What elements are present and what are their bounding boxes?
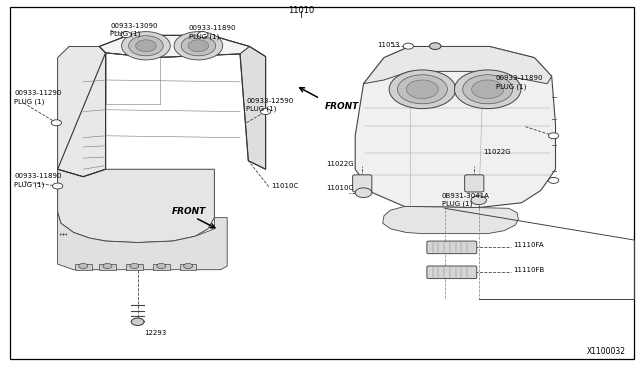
Polygon shape [99, 264, 116, 270]
Text: 11110FB: 11110FB [513, 267, 545, 273]
FancyBboxPatch shape [353, 175, 372, 192]
Circle shape [406, 80, 438, 99]
Polygon shape [58, 46, 106, 177]
Text: X1100032: X1100032 [587, 347, 626, 356]
Circle shape [103, 263, 112, 269]
Circle shape [129, 36, 163, 56]
Circle shape [355, 188, 372, 198]
Polygon shape [364, 46, 552, 84]
Circle shape [548, 177, 559, 183]
Text: 11022G: 11022G [326, 161, 354, 167]
Polygon shape [99, 35, 250, 58]
Circle shape [157, 263, 166, 269]
Circle shape [188, 40, 209, 52]
Circle shape [471, 196, 486, 205]
Text: 00933-12590
PLUG (1): 00933-12590 PLUG (1) [246, 98, 294, 112]
Text: 11053: 11053 [378, 42, 400, 48]
Circle shape [121, 32, 131, 38]
Text: 11010: 11010 [287, 6, 314, 15]
Circle shape [198, 32, 208, 38]
Text: 11010C: 11010C [326, 185, 354, 191]
Text: 00933-13090
PLUG (1): 00933-13090 PLUG (1) [110, 23, 157, 37]
Text: FRONT: FRONT [325, 102, 360, 111]
Circle shape [184, 263, 193, 269]
Text: 11022G: 11022G [483, 149, 511, 155]
Text: FRONT: FRONT [172, 207, 206, 216]
Circle shape [122, 32, 170, 60]
Text: 0B931-3041A
PLUG (1): 0B931-3041A PLUG (1) [442, 193, 490, 207]
Polygon shape [383, 206, 518, 234]
Circle shape [174, 32, 223, 60]
Circle shape [463, 75, 513, 104]
Polygon shape [180, 264, 196, 270]
Circle shape [260, 109, 271, 115]
Text: 00933-11890
PLUG (1): 00933-11890 PLUG (1) [496, 76, 543, 90]
Circle shape [429, 43, 441, 49]
Circle shape [397, 75, 447, 104]
Circle shape [454, 70, 521, 109]
Circle shape [79, 263, 88, 269]
Circle shape [389, 70, 456, 109]
Circle shape [131, 318, 144, 326]
Polygon shape [355, 46, 556, 208]
Text: 00933-11290
PLUG (1): 00933-11290 PLUG (1) [14, 90, 61, 105]
Circle shape [548, 133, 559, 139]
Text: 12293: 12293 [144, 330, 166, 336]
Text: 00933-11890
PLUG (1): 00933-11890 PLUG (1) [14, 173, 61, 187]
FancyBboxPatch shape [427, 241, 477, 254]
Polygon shape [58, 212, 227, 270]
FancyBboxPatch shape [465, 175, 484, 192]
Circle shape [472, 80, 504, 99]
Polygon shape [126, 264, 143, 270]
FancyBboxPatch shape [427, 266, 477, 279]
Text: 11010C: 11010C [271, 183, 299, 189]
Polygon shape [58, 169, 214, 243]
Circle shape [403, 43, 413, 49]
Circle shape [130, 263, 139, 269]
Circle shape [181, 36, 216, 56]
Polygon shape [153, 264, 170, 270]
Polygon shape [240, 46, 266, 169]
Circle shape [136, 40, 156, 52]
Text: 11110FA: 11110FA [513, 242, 544, 248]
Circle shape [51, 120, 61, 126]
Text: 00933-11890
PLUG (1): 00933-11890 PLUG (1) [189, 26, 236, 40]
Circle shape [52, 183, 63, 189]
Polygon shape [75, 264, 92, 270]
